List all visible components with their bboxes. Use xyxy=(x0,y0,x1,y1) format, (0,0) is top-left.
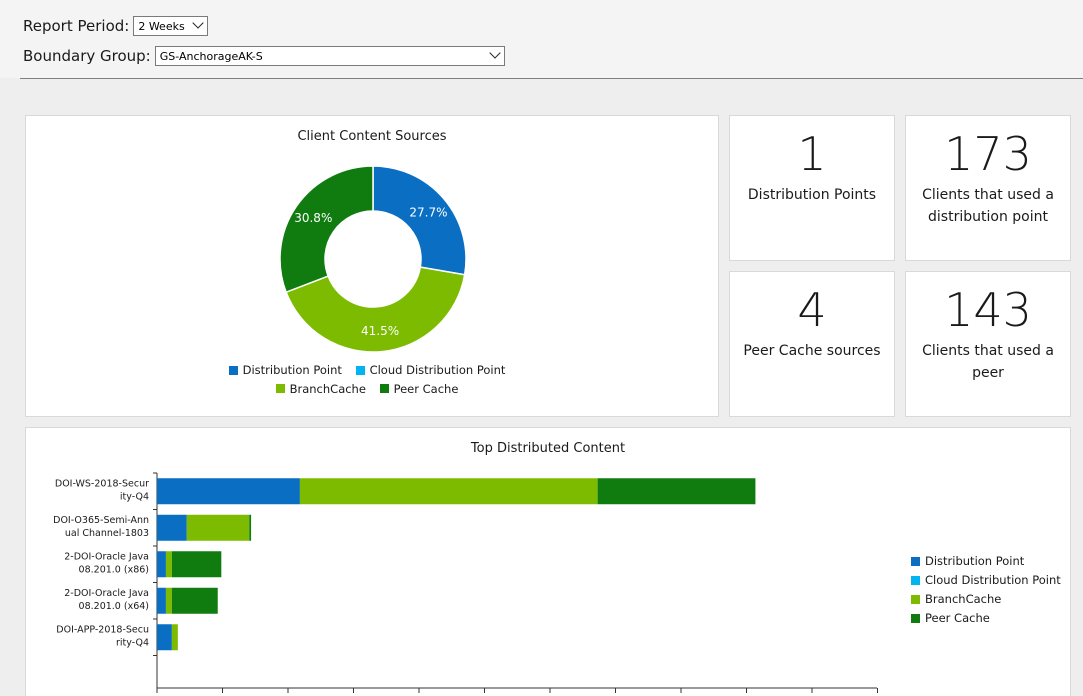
y-tick-label: 2-DOI-Oracle Java xyxy=(64,588,149,599)
boundary-group-row: Boundary Group: GS-AnchorageAK-S xyxy=(23,46,505,66)
tile-clients-used-peer: 143 Clients that used a peer xyxy=(905,271,1071,417)
legend-item-branchcache: BranchCache xyxy=(911,592,1001,606)
donut-slice[interactable] xyxy=(285,266,466,353)
tile-value: 4 xyxy=(797,283,827,337)
legend-label: BranchCache xyxy=(925,592,1002,606)
y-tick-label: DOI-O365-Semi-Ann xyxy=(53,515,149,526)
bar-segment[interactable] xyxy=(171,624,178,651)
tile-caption: Clients that used a peer xyxy=(922,343,1054,381)
boundary-group-value: GS-AnchorageAK-S xyxy=(159,49,263,63)
legend-item-peer-cache: Peer Cache xyxy=(911,611,990,625)
bar-segment[interactable] xyxy=(157,551,166,578)
y-tick-label: 08.201.0 (x86) xyxy=(79,564,149,575)
chevron-down-icon xyxy=(489,47,501,59)
client-content-sources-panel: Client Content Sources 27.7% 41.5% 30.8% D… xyxy=(25,115,719,417)
filter-bar: Report Period: 2 Weeks Boundary Group: G… xyxy=(0,0,1083,78)
donut-slice[interactable] xyxy=(279,165,374,294)
bar-segment[interactable] xyxy=(299,478,598,505)
legend-item-cloud-distribution-point: Cloud Distribution Point xyxy=(355,363,506,377)
bar-segment[interactable] xyxy=(249,514,252,541)
bar-segment[interactable] xyxy=(171,587,218,614)
report-period-row: Report Period: 2 Weeks xyxy=(23,16,209,36)
y-tick-label: ual Channel-1803 xyxy=(65,528,149,539)
legend-swatch xyxy=(275,384,285,393)
bar-segment[interactable] xyxy=(165,587,172,614)
donut-chart-title: Client Content Sources xyxy=(297,129,447,144)
bar-chart: DOI-WS-2018-Secur ity-Q4 DOI-O365-Semi-Ann… xyxy=(53,472,878,693)
legend-label: Distribution Point xyxy=(925,554,1025,568)
legend-label: BranchCache xyxy=(289,381,366,396)
legend-item-cloud-distribution-point: Cloud Distribution Point xyxy=(911,573,1061,587)
bar-segment[interactable] xyxy=(157,587,166,614)
legend-item-peer-cache: Peer Cache xyxy=(379,381,459,396)
legend-swatch xyxy=(911,613,920,623)
donut-slice-label: 30.8% xyxy=(294,211,332,225)
bar-segment[interactable] xyxy=(157,624,172,651)
bar-segment[interactable] xyxy=(597,478,756,505)
legend-swatch xyxy=(355,365,365,375)
legend-label: Peer Cache xyxy=(393,381,459,396)
donut-slice-label: 27.7% xyxy=(409,205,447,219)
y-tick-label: 2-DOI-Oracle Java xyxy=(64,551,149,562)
tile-value: 143 xyxy=(944,283,1032,337)
bar-segment[interactable] xyxy=(165,551,172,578)
y-tick-label: ity-Q4 xyxy=(120,491,149,502)
donut-chart: 27.7% 41.5% 30.8% xyxy=(279,165,467,353)
bar-segment[interactable] xyxy=(157,514,187,541)
legend-swatch xyxy=(911,556,920,566)
tile-caption: Peer Cache sources xyxy=(743,343,881,359)
legend-item-distribution-point: Distribution Point xyxy=(911,554,1024,568)
report-period-select[interactable]: 2 Weeks xyxy=(133,16,209,36)
tile-peer-cache-sources: 4 Peer Cache sources xyxy=(729,271,895,417)
tile-value: 173 xyxy=(944,127,1032,181)
bar-segment[interactable] xyxy=(157,478,300,505)
chevron-down-icon xyxy=(192,17,204,29)
tile-clients-used-dp: 173 Clients that used a distribution poi… xyxy=(905,115,1071,261)
tile-value: 1 xyxy=(797,127,827,181)
legend-item-distribution-point: Distribution Point xyxy=(228,363,342,377)
bar-segment[interactable] xyxy=(171,551,222,578)
tile-distribution-points: 1 Distribution Points xyxy=(729,115,895,261)
bar-legend: Distribution Point Cloud Distribution Po… xyxy=(911,554,1071,626)
legend-swatch xyxy=(228,365,238,375)
bar-segment[interactable] xyxy=(186,514,250,541)
filter-divider xyxy=(20,78,1083,79)
bar-chart-title: Top Distributed Content xyxy=(470,441,626,456)
report-period-value: 2 Weeks xyxy=(138,19,185,33)
donut-slice-label: 41.5% xyxy=(361,324,399,338)
legend-swatch xyxy=(911,575,920,585)
legend-label: Distribution Point xyxy=(242,363,342,377)
legend-item-branchcache: BranchCache xyxy=(275,381,366,396)
boundary-group-select[interactable]: GS-AnchorageAK-S xyxy=(154,46,505,66)
donut-slice[interactable] xyxy=(372,165,467,276)
tile-caption: Distribution Points xyxy=(747,187,877,203)
legend-label: Cloud Distribution Point xyxy=(369,363,506,377)
donut-legend: Distribution Point Cloud Distribution Po… xyxy=(26,363,718,396)
y-tick-label: rity-Q4 xyxy=(116,637,149,648)
legend-swatch xyxy=(911,594,920,604)
legend-swatch xyxy=(379,384,389,393)
y-tick-label: DOI-WS-2018-Secur xyxy=(55,478,149,489)
tile-caption: Clients that used a distribution point xyxy=(922,187,1054,225)
legend-label: Peer Cache xyxy=(925,611,990,625)
y-tick-label: 08.201.0 (x64) xyxy=(79,601,149,612)
legend-label: Cloud Distribution Point xyxy=(925,573,1061,587)
top-distributed-content-panel: Top Distributed Content DOI-WS-2018-Secu… xyxy=(25,427,1071,696)
boundary-group-label: Boundary Group: xyxy=(23,47,151,65)
y-tick-label: DOI-APP-2018-Secu xyxy=(56,624,149,635)
report-period-label: Report Period: xyxy=(23,17,130,35)
